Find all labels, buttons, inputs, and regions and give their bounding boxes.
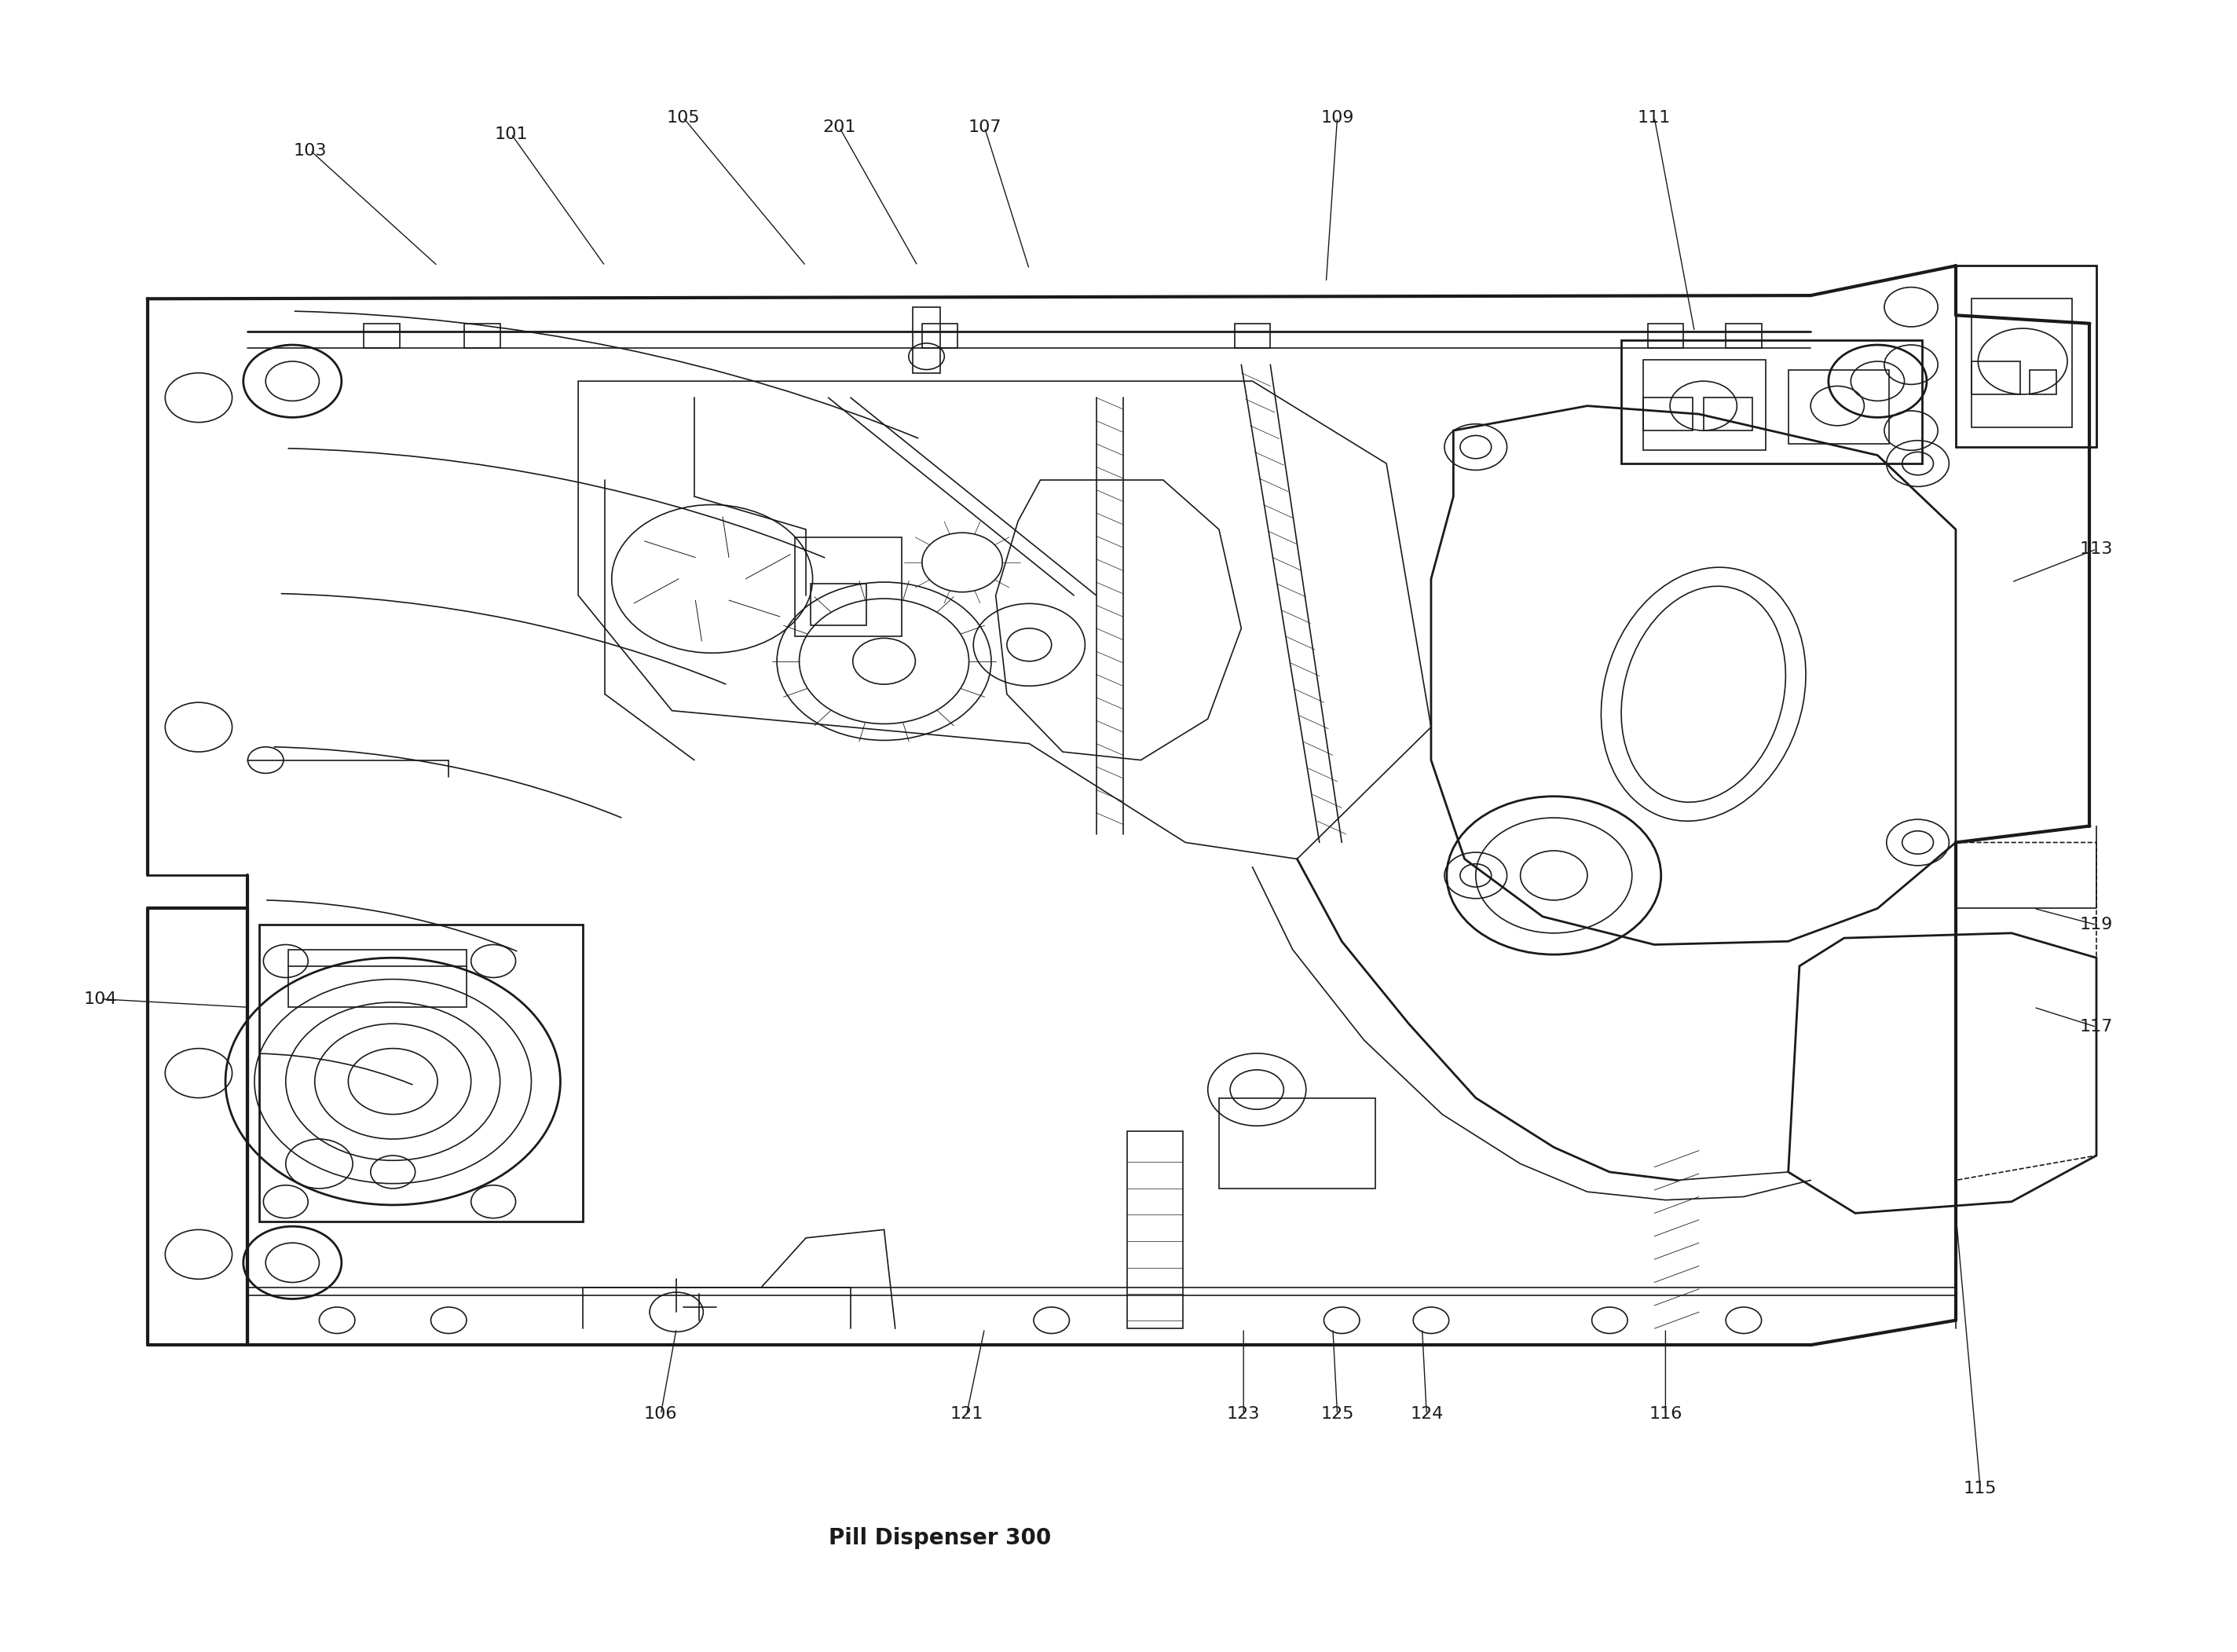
Bar	[1622, 340, 1922, 464]
Bar	[1971, 362, 2020, 395]
Text: 119: 119	[2080, 917, 2114, 933]
Bar	[1971, 299, 2071, 428]
Bar	[1702, 398, 1752, 431]
Bar	[2029, 370, 2056, 395]
Bar	[1127, 1132, 1183, 1328]
Text: 125: 125	[1320, 1406, 1353, 1422]
Text: 201: 201	[823, 119, 857, 135]
Text: 115: 115	[1964, 1480, 1998, 1497]
Bar	[465, 324, 501, 349]
Bar	[794, 537, 902, 636]
Text: 103: 103	[293, 142, 327, 159]
Bar	[1644, 398, 1691, 431]
Text: Pill Dispenser 300: Pill Dispenser 300	[828, 1526, 1051, 1550]
Bar	[810, 583, 866, 624]
Text: 101: 101	[494, 126, 528, 142]
Bar	[1649, 324, 1684, 349]
Text: 123: 123	[1226, 1406, 1259, 1422]
Text: 104: 104	[83, 991, 116, 1006]
Text: 109: 109	[1320, 109, 1353, 126]
Text: 121: 121	[951, 1406, 984, 1422]
Text: 116: 116	[1649, 1406, 1682, 1422]
Bar	[913, 307, 940, 373]
Bar	[922, 324, 957, 349]
Text: 105: 105	[667, 109, 700, 126]
Text: 117: 117	[2080, 1019, 2114, 1034]
Bar	[365, 324, 400, 349]
Text: 106: 106	[644, 1406, 678, 1422]
Text: 111: 111	[1637, 109, 1671, 126]
Bar	[289, 950, 468, 1008]
Bar	[1235, 324, 1271, 349]
Text: 107: 107	[969, 119, 1002, 135]
Bar	[1725, 324, 1761, 349]
Bar	[259, 925, 582, 1221]
Text: 124: 124	[1409, 1406, 1443, 1422]
Bar	[1787, 370, 1888, 444]
Bar	[1644, 360, 1765, 451]
Bar	[1219, 1099, 1376, 1188]
Text: 113: 113	[2080, 542, 2114, 557]
